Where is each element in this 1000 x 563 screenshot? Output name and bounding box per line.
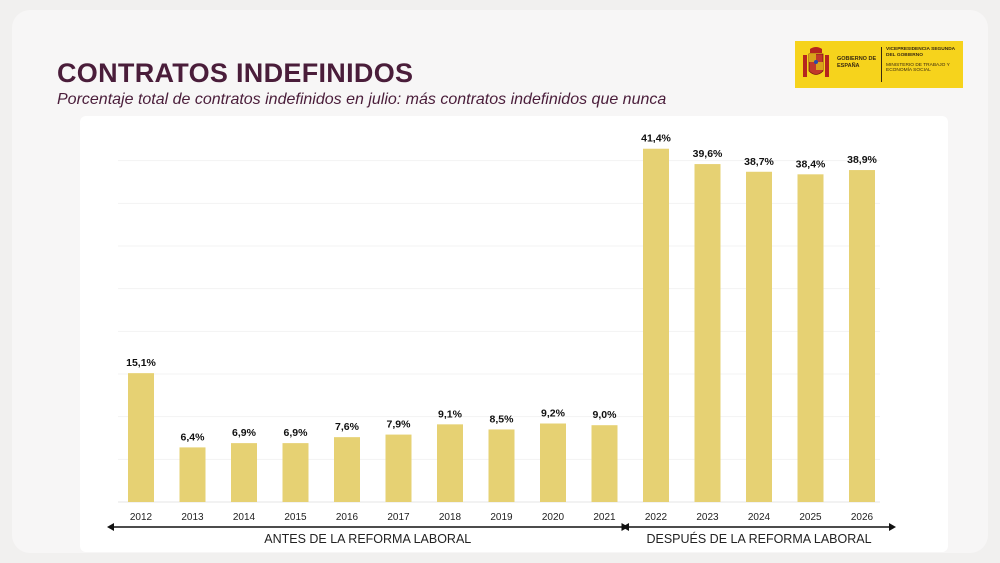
data-label: 8,5%	[490, 413, 515, 425]
x-tick-label: 2024	[748, 512, 771, 523]
data-label: 9,2%	[541, 407, 566, 419]
data-label: 41,4%	[641, 133, 671, 145]
data-label: 9,1%	[438, 408, 463, 420]
data-label: 6,4%	[181, 431, 206, 443]
period-label-before: ANTES DE LA REFORMA LABORAL	[264, 532, 472, 546]
government-logo: GOBIERNO DE ESPAÑA VICEPRESIDENCIA SEGUN…	[795, 41, 963, 88]
data-label: 6,9%	[284, 427, 309, 439]
period-arrow-head-left	[622, 523, 629, 531]
bar	[643, 148, 669, 502]
vicepresidencia-text: VICEPRESIDENCIA SEGUNDA DEL GOBIERNO	[886, 47, 955, 58]
bar	[231, 443, 257, 502]
period-label-after: DESPUÉS DE LA REFORMA LABORAL	[646, 532, 872, 546]
x-tick-label: 2025	[799, 512, 822, 523]
data-label: 38,7%	[744, 156, 774, 168]
x-tick-label: 2015	[284, 512, 307, 523]
data-label: 15,1%	[126, 357, 156, 369]
ministerio-text: MINISTERIO DE TRABAJO Y ECONOMÍA SOCIAL	[886, 62, 950, 74]
x-tick-label: 2013	[181, 512, 204, 523]
bar	[282, 443, 309, 502]
bar	[849, 170, 875, 502]
bar	[385, 434, 412, 502]
x-tick-label: 2018	[439, 512, 462, 523]
x-tick-label: 2020	[542, 512, 565, 523]
x-tick-label: 2021	[593, 512, 616, 523]
data-label: 7,6%	[335, 421, 360, 433]
ministry-block: VICEPRESIDENCIA SEGUNDA DEL GOBIERNO MIN…	[886, 47, 962, 74]
bar	[128, 373, 154, 502]
data-label: 38,4%	[796, 158, 826, 170]
bar	[797, 174, 824, 502]
coat-of-arms-icon	[803, 47, 829, 77]
page-subtitle: Porcentaje total de contratos indefinido…	[57, 91, 667, 108]
x-tick-label: 2017	[387, 512, 410, 523]
x-tick-label: 2014	[233, 512, 256, 523]
x-tick-label: 2019	[490, 512, 513, 523]
x-tick-label: 2023	[696, 512, 719, 523]
bar	[179, 447, 206, 502]
data-label: 7,9%	[387, 419, 412, 431]
bar	[694, 164, 721, 502]
bar	[591, 425, 618, 502]
logo-divider	[881, 47, 882, 82]
page-title: CONTRATOS INDEFINIDOS	[57, 58, 414, 88]
period-arrow-head-left	[107, 523, 114, 531]
data-label: 38,9%	[847, 154, 877, 166]
x-tick-label: 2012	[130, 512, 153, 523]
bar	[334, 437, 360, 502]
x-tick-label: 2016	[336, 512, 359, 523]
bar	[540, 423, 566, 502]
bar	[746, 171, 772, 502]
gobierno-text: GOBIERNO DE ESPAÑA	[837, 56, 877, 69]
x-tick-label: 2022	[645, 512, 668, 523]
bar	[437, 424, 463, 502]
data-label: 6,9%	[232, 427, 257, 439]
data-label: 39,6%	[693, 148, 723, 160]
bar	[488, 429, 515, 502]
data-label: 9,0%	[593, 409, 618, 421]
period-arrow-head-right	[889, 523, 896, 531]
x-tick-label: 2026	[851, 512, 874, 523]
